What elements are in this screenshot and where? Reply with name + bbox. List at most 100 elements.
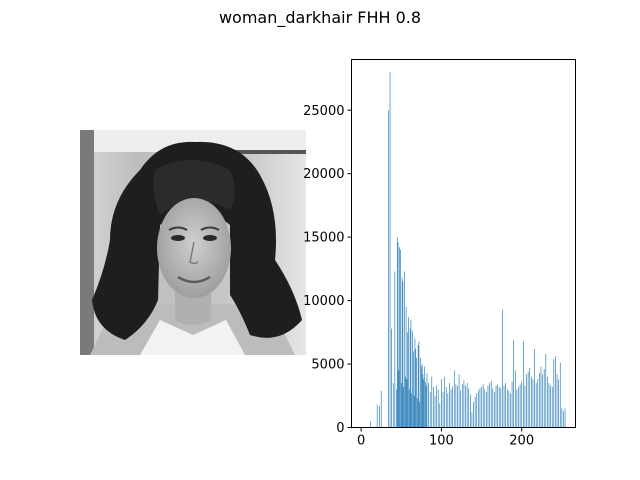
histogram-bar	[422, 374, 424, 428]
histogram-bar	[441, 379, 442, 428]
histogram-bar	[408, 317, 409, 428]
histogram-bar	[532, 379, 534, 428]
histogram-bar	[466, 383, 468, 428]
histogram-bar	[433, 386, 434, 428]
histogram-bars	[370, 72, 566, 428]
histogram-bar	[506, 389, 508, 428]
histogram-bar	[380, 390, 382, 428]
histogram-bar	[495, 385, 497, 428]
histogram-bar	[409, 328, 411, 428]
histogram-bar	[494, 391, 495, 428]
histogram-bar	[425, 385, 427, 428]
histogram-bar	[391, 328, 392, 428]
histogram-bar	[429, 391, 431, 428]
histogram-bar	[449, 383, 450, 428]
histogram-bar	[551, 386, 553, 428]
histogram-bar	[478, 390, 479, 428]
histogram-bar	[418, 341, 420, 428]
histogram-bar	[452, 386, 453, 428]
histogram-bar	[460, 390, 462, 428]
histogram-bar	[402, 281, 404, 428]
histogram-bar	[398, 370, 400, 428]
histogram-bar	[408, 389, 410, 428]
histogram-bar	[417, 345, 419, 428]
histogram-bar	[421, 364, 423, 428]
histogram-bar	[479, 388, 481, 428]
histogram-bar	[412, 331, 413, 428]
y-tick-label: 5000	[311, 358, 344, 373]
histogram-bar	[518, 386, 519, 428]
histogram-bar	[513, 339, 515, 428]
histogram-bar	[392, 383, 394, 428]
histogram-bar	[511, 381, 513, 428]
histogram-bar	[414, 338, 416, 428]
histogram-bar	[527, 371, 529, 428]
histogram-bar	[444, 376, 445, 428]
histogram-bar	[484, 389, 486, 428]
histogram-bar	[529, 367, 531, 428]
histogram-bar	[405, 306, 407, 428]
histogram-bar	[563, 411, 564, 428]
histogram-bar	[406, 379, 408, 428]
histogram-bar	[519, 384, 521, 428]
histogram-bar	[547, 376, 548, 428]
histogram-bar	[521, 381, 523, 428]
histogram-bar	[417, 398, 418, 428]
histogram-bar	[410, 319, 412, 428]
histogram-bar	[514, 370, 516, 428]
histogram-bar	[455, 384, 457, 428]
histogram-bar	[404, 271, 405, 428]
histogram-bar	[564, 408, 566, 428]
histogram-bar	[453, 370, 455, 428]
histogram-bar	[389, 72, 391, 428]
plot-frame	[351, 59, 576, 428]
histogram-bar	[450, 389, 452, 428]
histogram-bar	[471, 412, 473, 428]
histogram-bar	[556, 374, 558, 428]
histogram-bar	[436, 385, 437, 428]
histogram-bar	[482, 384, 484, 428]
histogram-bar	[490, 380, 492, 428]
histogram-bar	[539, 372, 540, 428]
histogram-bar	[510, 393, 511, 428]
histogram-bar	[428, 383, 429, 428]
histogram-bar	[505, 383, 506, 428]
histogram-bar	[400, 249, 401, 428]
histogram-bar	[502, 309, 503, 428]
histogram-bar	[543, 369, 545, 428]
histogram-bar	[425, 381, 426, 428]
histogram-bar	[531, 376, 532, 428]
x-axis-ticks: 0 100 200	[357, 427, 534, 449]
histogram-bar	[458, 374, 460, 428]
histogram-bar	[465, 385, 466, 428]
histogram-bar	[421, 366, 422, 428]
histogram-bar	[431, 376, 433, 428]
histogram-bar	[516, 389, 518, 428]
histogram-bar	[399, 247, 400, 428]
histogram-bar	[416, 357, 417, 428]
histogram-bar	[545, 353, 547, 428]
histogram-bar	[401, 277, 403, 428]
histogram-bar	[487, 385, 489, 428]
histogram-bar	[550, 385, 551, 428]
histogram-bar	[474, 397, 476, 428]
histogram-bar	[535, 383, 537, 428]
histogram-bar	[437, 389, 439, 428]
histogram-bar	[473, 402, 474, 428]
histogram-bar	[524, 385, 526, 428]
histogram-bar	[548, 383, 550, 428]
histogram-bar	[561, 408, 563, 428]
histogram-bar	[413, 395, 415, 428]
histogram-bar	[558, 379, 559, 428]
histogram-bar	[379, 405, 380, 428]
y-tick-label: 20000	[303, 167, 344, 182]
histogram-bar	[498, 386, 500, 428]
histogram-bar	[376, 404, 378, 428]
histogram-bar	[540, 366, 542, 428]
y-tick-label: 15000	[303, 231, 344, 246]
y-tick-label: 0	[336, 421, 344, 436]
histogram-bar	[439, 403, 441, 428]
histogram-bar	[522, 341, 524, 428]
histogram-bar	[400, 383, 402, 428]
